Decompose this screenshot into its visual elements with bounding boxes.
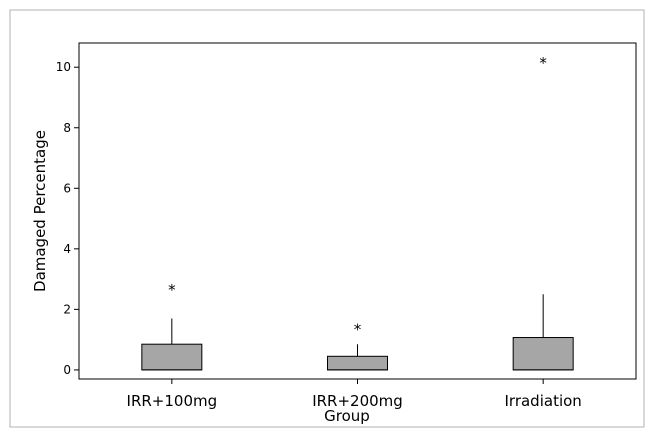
box-iqr <box>512 337 574 371</box>
y-tick-label: 6 <box>63 181 71 195</box>
outlier-point: * <box>539 54 547 72</box>
y-axis-ticks: 0 2 4 6 8 10 <box>56 60 79 377</box>
y-tick-label: 8 <box>63 121 71 135</box>
x-tick-label: IRR+200mg <box>312 392 403 410</box>
x-axis-category-labels: IRR+100mg IRR+200mg Irradiation <box>127 379 582 410</box>
x-tick-label: Irradiation <box>505 392 582 410</box>
y-tick-label: 2 <box>63 302 71 316</box>
box-iqr <box>141 343 203 371</box>
box-2: * <box>327 321 388 371</box>
outlier-point: * <box>354 321 362 339</box>
y-tick-label: 10 <box>56 60 71 74</box>
box-1: * <box>141 281 203 371</box>
box-3: * <box>512 54 574 371</box>
box-series: * * * <box>141 54 574 371</box>
y-axis-title: Damaged Percentage <box>31 130 49 292</box>
box-iqr <box>327 355 388 371</box>
y-tick-label: 0 <box>63 363 71 377</box>
y-tick-label: 4 <box>63 242 71 256</box>
x-tick-label: IRR+100mg <box>127 392 218 410</box>
outlier-point: * <box>168 281 176 299</box>
x-axis-title: Group <box>324 407 370 425</box>
